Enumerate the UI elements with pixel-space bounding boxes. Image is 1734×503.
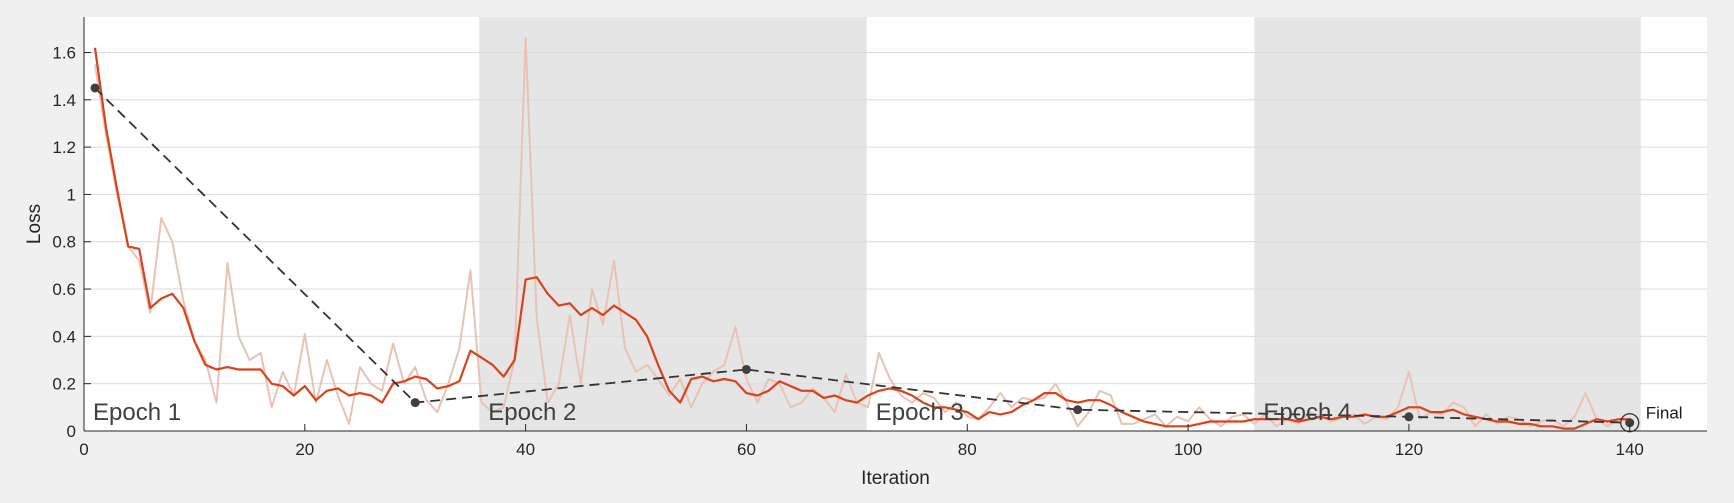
epoch-bands [479,17,1641,431]
y-tick-label-1: 0.2 [52,375,76,394]
series-raw-loss-line [94,37,1630,428]
x-tick-label-4: 80 [958,440,977,459]
gridlines [84,51,1707,385]
checkpoint-point-6 [1625,418,1635,428]
y-tick-label-8: 1.6 [52,43,76,62]
y-tick-label-2: 0.4 [52,327,76,346]
epoch-band-2 [479,17,867,431]
checkpoint-point-1 [90,83,100,93]
x-tick-label-0: 0 [79,440,88,459]
series-checkpoint-dashed-line [94,87,1630,424]
x-tick-label-2: 40 [516,440,535,459]
checkpoint-point-2 [410,398,420,408]
epoch-labels: Epoch 1 Epoch 2 Epoch 3 Epoch 4 [93,399,1351,426]
checkpoint-point-3 [741,364,751,374]
checkpoint-point-4 [1073,405,1083,415]
x-tick-label-1: 20 [295,440,314,459]
final-annotation-label: Final [1646,404,1683,423]
final-marker-ring [1620,413,1640,433]
tick-labels: 0 20 40 60 80 100 120 140 0 0.2 0.4 0.6 0.8 1 1.2 1.4 1.… [52,43,1644,459]
y-axis-label: Loss [24,204,45,244]
y-tick-label-6: 1.2 [52,138,76,157]
checkpoint-point-5 [1404,412,1414,422]
x-tick-label-3: 60 [737,440,756,459]
epoch-label-3: Epoch 3 [876,399,964,426]
epoch-label-4: Epoch 4 [1263,399,1351,426]
y-tick-label-0: 0 [67,422,76,441]
series: Final [90,37,1683,433]
x-tick-label-5: 100 [1174,440,1202,459]
y-tick-label-7: 1.4 [52,91,76,110]
epoch-label-2: Epoch 2 [488,399,576,426]
y-tick-label-3: 0.6 [52,280,76,299]
y-tick-label-4: 0.8 [52,233,76,252]
x-tick-label-6: 120 [1395,440,1423,459]
epoch-label-1: Epoch 1 [93,399,181,426]
axes [83,17,1707,432]
x-tick-label-7: 140 [1616,440,1644,459]
x-axis-label: Iteration [861,468,930,489]
y-tick-label-5: 1 [67,185,76,204]
epoch-band-4 [1254,17,1641,431]
